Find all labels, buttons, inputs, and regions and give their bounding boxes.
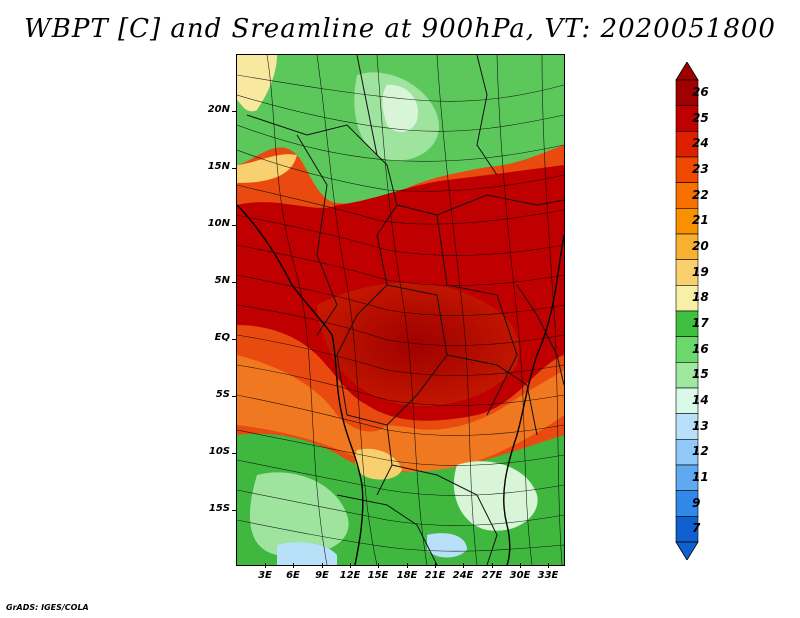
coastline xyxy=(237,204,364,565)
map-canvas xyxy=(237,55,564,565)
lat-label: 5S xyxy=(215,389,230,400)
lat-tick xyxy=(232,225,237,226)
lon-tick xyxy=(463,563,464,568)
lat-tick xyxy=(232,339,237,340)
streamlines xyxy=(237,55,564,565)
colorbar-label: 21 xyxy=(692,213,709,228)
lat-tick xyxy=(232,168,237,169)
colorbar-label: 24 xyxy=(692,136,709,151)
colorbar-label: 25 xyxy=(692,110,709,125)
field-region-northwest-yellow xyxy=(237,55,277,112)
lon-tick xyxy=(293,563,294,568)
field-region-south-pale xyxy=(453,461,538,531)
lon-label: 27E xyxy=(481,570,503,581)
colorbar-label: 15 xyxy=(692,367,709,382)
field-region-north-pale xyxy=(382,84,418,132)
field-region-south-blue xyxy=(277,542,337,565)
coastline-east xyxy=(503,234,564,565)
lon-label: 18E xyxy=(396,570,418,581)
colorbar-arrow-top xyxy=(675,62,699,81)
lat-label: 5N xyxy=(214,275,230,286)
chart-title: WBPT [C] and Sreamline at 900hPa, VT: 20… xyxy=(24,14,776,44)
colorbar-label: 19 xyxy=(692,264,709,279)
lon-label: 6E xyxy=(286,570,300,581)
lon-label: 21E xyxy=(424,570,446,581)
lon-label: 3E xyxy=(258,570,272,581)
lon-label: 12E xyxy=(339,570,361,581)
lon-tick xyxy=(350,563,351,568)
colorbar-label: 20 xyxy=(692,238,709,253)
colorbar-label: 7 xyxy=(692,521,701,536)
colorbar-arrow-bottom xyxy=(675,541,699,560)
lat-label: 20N xyxy=(207,104,230,115)
colorbar-label: 17 xyxy=(692,315,709,330)
colorbar-label: 12 xyxy=(692,444,709,459)
colorbar-label: 23 xyxy=(692,161,709,176)
lon-label: 33E xyxy=(537,570,559,581)
lon-tick xyxy=(548,563,549,568)
field-region-north-yellow-bar xyxy=(237,154,297,183)
lat-label: EQ xyxy=(214,332,230,343)
colorbar-label: 9 xyxy=(692,495,701,510)
colorbar-label: 18 xyxy=(692,290,709,305)
lat-label: 10S xyxy=(208,446,230,457)
lon-tick xyxy=(322,563,323,568)
lon-tick xyxy=(520,563,521,568)
colorbar xyxy=(675,62,699,560)
colorbar-label: 16 xyxy=(692,341,709,356)
country-borders xyxy=(246,55,564,565)
lat-label: 10N xyxy=(207,218,230,229)
lon-label: 24E xyxy=(452,570,474,581)
field-region-south-light xyxy=(249,472,349,556)
lat-tick xyxy=(232,453,237,454)
colorbar-label: 26 xyxy=(692,84,709,99)
lat-label: 15N xyxy=(207,161,230,172)
field-region-orange-belt xyxy=(237,355,564,473)
lon-tick xyxy=(407,563,408,568)
lat-tick xyxy=(232,111,237,112)
colorbar-label: 13 xyxy=(692,418,709,433)
lon-label: 9E xyxy=(315,570,329,581)
lat-tick xyxy=(232,396,237,397)
credit-text: GrADS: IGES/COLA xyxy=(6,603,89,612)
lon-tick xyxy=(492,563,493,568)
map-plot-area[interactable] xyxy=(236,54,565,566)
colorbar-label: 14 xyxy=(692,392,709,407)
lat-tick xyxy=(232,282,237,283)
lat-tick xyxy=(232,510,237,511)
lon-tick xyxy=(378,563,379,568)
lon-label: 30E xyxy=(509,570,531,581)
lon-tick xyxy=(265,563,266,568)
colorbar-label: 11 xyxy=(692,469,709,484)
lon-tick xyxy=(435,563,436,568)
colorbar-label: 22 xyxy=(692,187,709,202)
field-region-south-yellow xyxy=(354,448,402,480)
lat-label: 15S xyxy=(208,503,230,514)
lon-label: 15E xyxy=(367,570,389,581)
